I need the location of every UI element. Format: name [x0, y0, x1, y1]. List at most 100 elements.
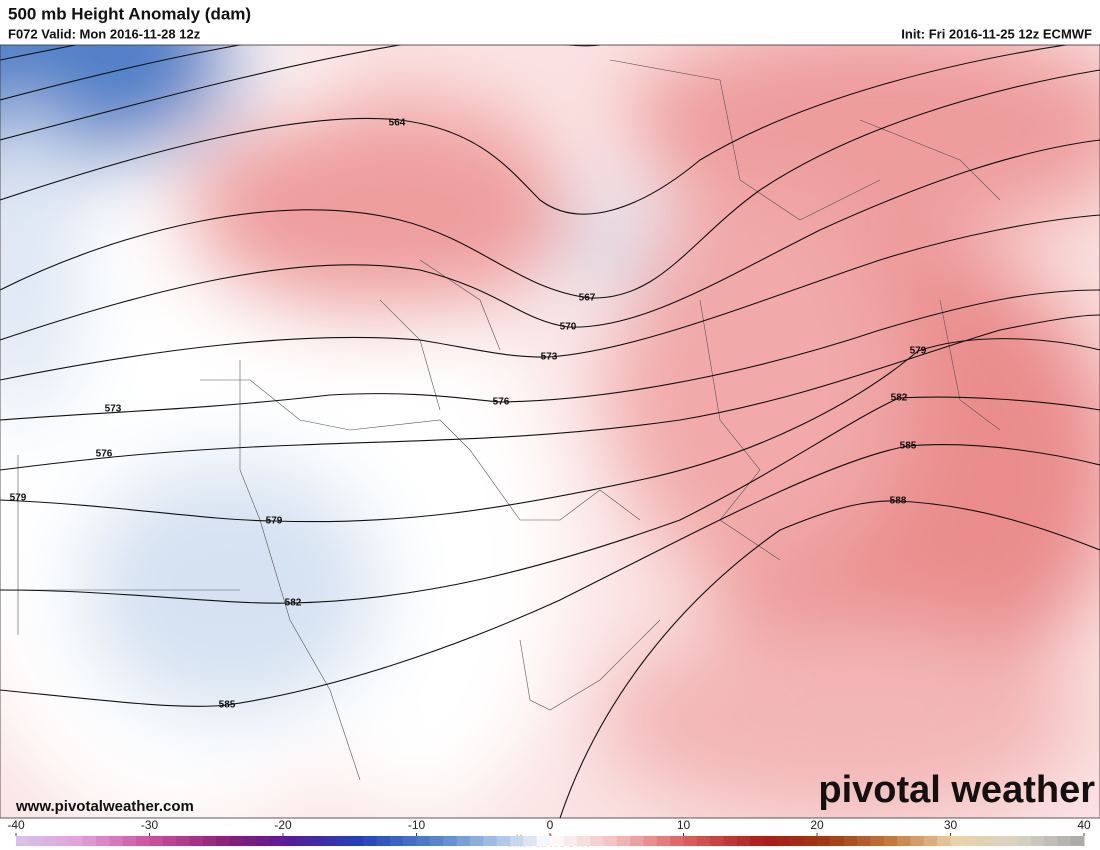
colorbar-cell: [349, 836, 364, 846]
colorbar-cell: [456, 836, 471, 846]
colorbar-cell: [469, 836, 484, 846]
colorbar-cell: [897, 836, 911, 846]
colorbar-tick-label: -10: [408, 818, 426, 832]
colorbar-cell: [883, 836, 898, 846]
colorbar-tick-label: -40: [7, 818, 25, 832]
colorbar-cell: [96, 836, 110, 846]
colorbar-cell: [776, 836, 791, 846]
colorbar-cell: [256, 836, 271, 846]
colorbar-cell: [817, 836, 831, 846]
colorbar-cell: [803, 836, 818, 846]
colorbar-cell: [843, 836, 858, 846]
colorbar: -40 -30 -20 -10 0 10 20 30 40: [7, 818, 1091, 846]
colorbar-cell: [736, 836, 751, 846]
colorbar-cell: [670, 836, 684, 846]
colorbar-cell: [923, 836, 938, 846]
colorbar-cell: [309, 836, 324, 846]
colorbar-cell: [122, 836, 137, 846]
colorbar-cell: [1030, 836, 1045, 846]
colorbar-cell: [536, 836, 551, 846]
colorbar-cell: [323, 836, 337, 846]
colorbar-cell: [509, 836, 524, 846]
contour-label: 576: [96, 449, 113, 460]
colorbar-cell: [429, 836, 444, 846]
colorbar-cell: [216, 836, 231, 846]
colorbar-cell: [910, 836, 925, 846]
colorbar-tick-label: -30: [141, 818, 159, 832]
contour-labels: 564 567 570 573 573 576 576 579 579 579 582 582 585 5…: [10, 118, 927, 711]
colorbar-cell: [563, 836, 578, 846]
colorbar-cell: [990, 836, 1005, 846]
colorbar-cell: [202, 836, 217, 846]
colorbar-cell: [1043, 836, 1058, 846]
contour-label: 588: [890, 496, 907, 507]
colorbar-cell: [242, 836, 257, 846]
colorbar-cell: [723, 836, 738, 846]
contour-label: 579: [266, 516, 283, 527]
colorbar-cell: [977, 836, 992, 846]
colorbar-cell: [416, 836, 431, 846]
contour-label: 576: [493, 397, 510, 408]
contour-label: 582: [285, 598, 302, 609]
colorbar-cell: [576, 836, 591, 846]
colorbar-cell: [389, 836, 404, 846]
colorbar-cell: [16, 836, 30, 846]
colorbar-tick-label: 30: [944, 818, 958, 832]
colorbar-cell: [830, 836, 845, 846]
borders: [17, 59, 1001, 781]
logo: pivotal weather: [818, 769, 1095, 811]
contour-label: 570: [560, 322, 577, 333]
colorbar-cell: [590, 836, 604, 846]
contour-label: 579: [10, 493, 27, 504]
colorbar-cell: [857, 836, 871, 846]
colorbar-tick-label: 10: [677, 818, 691, 832]
colorbar-cell: [376, 836, 391, 846]
contour-label: 579: [910, 346, 927, 357]
colorbar-cell: [483, 836, 498, 846]
contour-label: 585: [900, 441, 917, 452]
colorbar-cell: [82, 836, 97, 846]
colorbar-cell: [176, 836, 191, 846]
colorbar-cell: [696, 836, 711, 846]
colorbar-cell: [656, 836, 671, 846]
colorbar-tick-label: 0: [547, 818, 554, 832]
colorbar-tick-label: 20: [810, 818, 824, 832]
colorbar-cell: [1070, 836, 1085, 846]
colorbar-cell: [109, 836, 124, 846]
map-frame: [0, 44, 1100, 819]
contour-label: 585: [219, 700, 236, 711]
colorbar-cell: [1057, 836, 1072, 846]
colorbar-cell: [162, 836, 177, 846]
colorbar-cell: [763, 836, 778, 846]
colorbar-cell: [550, 836, 564, 846]
contour-label: 582: [891, 393, 908, 404]
colorbar-cell: [29, 836, 44, 846]
colorbar-cell: [523, 836, 538, 846]
colorbar-cell: [963, 836, 978, 846]
colorbar-cell: [710, 836, 725, 846]
init-time: Init: Fri 2016-11-25 12z ECMWF: [901, 26, 1092, 41]
colorbar-cell: [149, 836, 164, 846]
colorbar-cell: [283, 836, 297, 846]
contour-label: 573: [105, 404, 122, 415]
colorbar-cell: [616, 836, 631, 846]
colorbar-cell: [42, 836, 57, 846]
colorbar-cell: [630, 836, 644, 846]
contour-label: 564: [389, 118, 406, 129]
colorbar-cell: [403, 836, 417, 846]
colorbar-cell: [136, 836, 150, 846]
height-contours: [0, 45, 1100, 818]
valid-time: F072 Valid: Mon 2016-11-28 12z: [8, 26, 201, 41]
map-title: 500 mb Height Anomaly (dam): [8, 4, 251, 23]
colorbar-cell: [1003, 836, 1018, 846]
colorbar-cell: [443, 836, 458, 846]
colorbar-tick-label: 40: [1077, 818, 1091, 832]
site-url: www.pivotalweather.com: [15, 798, 194, 815]
colorbar-cell: [363, 836, 377, 846]
colorbar-cell: [189, 836, 204, 846]
contour-label: 567: [579, 293, 596, 304]
colorbar-cell: [296, 836, 311, 846]
